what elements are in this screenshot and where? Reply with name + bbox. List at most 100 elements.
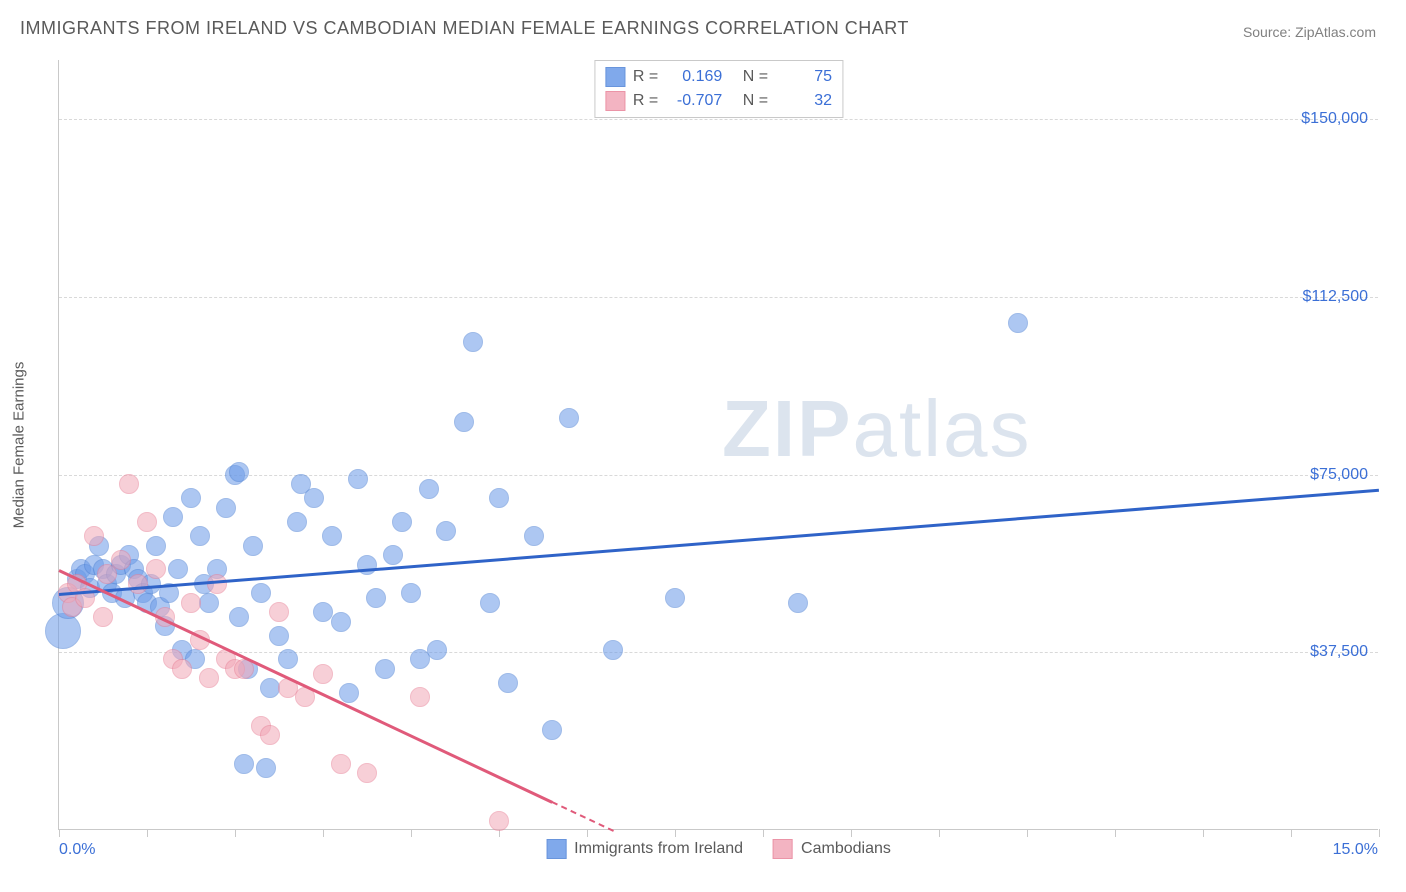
bottom-legend: Immigrants from Ireland Cambodians <box>546 839 891 859</box>
legend-label-cambodian: Cambodians <box>801 840 891 858</box>
n-value-cambodian: 32 <box>776 89 832 113</box>
data-point-cambodian <box>489 811 509 831</box>
correlation-stats-box: R = 0.169 N = 75 R = -0.707 N = 32 <box>594 60 843 118</box>
data-point-cambodian <box>128 574 148 594</box>
data-point-ireland <box>463 332 483 352</box>
source-label: Source: <box>1243 24 1291 40</box>
x-tick <box>1115 829 1116 837</box>
data-point-ireland <box>375 659 395 679</box>
r-label: R = <box>633 89 658 113</box>
swatch-cambodian <box>605 91 625 111</box>
data-point-ireland <box>229 607 249 627</box>
data-point-ireland <box>331 612 351 632</box>
gridline-horizontal <box>59 652 1378 653</box>
data-point-ireland <box>401 583 421 603</box>
data-point-ireland <box>269 626 289 646</box>
data-point-ireland <box>181 488 201 508</box>
n-label: N = <box>743 65 768 89</box>
trend-line <box>551 801 613 832</box>
x-tick <box>1379 829 1380 837</box>
data-point-ireland <box>190 526 210 546</box>
trend-line <box>58 570 552 804</box>
watermark-bold: ZIP <box>722 384 852 473</box>
data-point-ireland <box>348 469 368 489</box>
x-tick <box>939 829 940 837</box>
data-point-ireland <box>542 720 562 740</box>
legend-item-cambodian: Cambodians <box>773 839 891 859</box>
x-tick <box>147 829 148 837</box>
data-point-ireland <box>199 593 219 613</box>
data-point-cambodian <box>357 763 377 783</box>
data-point-ireland <box>454 412 474 432</box>
data-point-ireland <box>788 593 808 613</box>
data-point-ireland <box>287 512 307 532</box>
watermark-rest: atlas <box>853 384 1032 473</box>
data-point-ireland <box>603 640 623 660</box>
data-point-cambodian <box>93 607 113 627</box>
x-tick <box>851 829 852 837</box>
legend-item-ireland: Immigrants from Ireland <box>546 839 743 859</box>
data-point-cambodian <box>172 659 192 679</box>
data-point-cambodian <box>199 668 219 688</box>
x-axis-max-label: 15.0% <box>1333 841 1378 859</box>
data-point-ireland <box>243 536 263 556</box>
data-point-ireland <box>427 640 447 660</box>
data-point-cambodian <box>119 474 139 494</box>
source-value: ZipAtlas.com <box>1295 24 1376 40</box>
gridline-horizontal <box>59 475 1378 476</box>
data-point-cambodian <box>181 593 201 613</box>
data-point-ireland <box>251 583 271 603</box>
stats-row-ireland: R = 0.169 N = 75 <box>605 65 832 89</box>
data-point-cambodian <box>111 550 131 570</box>
data-point-ireland <box>480 593 500 613</box>
r-value-cambodian: -0.707 <box>666 89 722 113</box>
gridline-horizontal <box>59 119 1378 120</box>
data-point-ireland <box>524 526 544 546</box>
data-point-ireland <box>234 754 254 774</box>
data-point-ireland <box>498 673 518 693</box>
data-point-cambodian <box>269 602 289 622</box>
swatch-ireland <box>546 839 566 859</box>
data-point-ireland <box>392 512 412 532</box>
data-point-ireland <box>146 536 166 556</box>
data-point-cambodian <box>410 687 430 707</box>
data-point-ireland <box>216 498 236 518</box>
x-tick <box>235 829 236 837</box>
data-point-ireland <box>304 488 324 508</box>
data-point-ireland <box>163 507 183 527</box>
x-tick <box>59 829 60 837</box>
swatch-cambodian <box>773 839 793 859</box>
x-axis-min-label: 0.0% <box>59 841 95 859</box>
data-point-ireland <box>229 462 249 482</box>
x-tick <box>587 829 588 837</box>
data-point-ireland <box>559 408 579 428</box>
x-tick <box>675 829 676 837</box>
x-tick <box>411 829 412 837</box>
y-tick-label: $37,500 <box>1310 643 1368 661</box>
data-point-ireland <box>1008 313 1028 333</box>
data-point-ireland <box>45 613 81 649</box>
x-tick <box>763 829 764 837</box>
data-point-ireland <box>366 588 386 608</box>
source-attribution: Source: ZipAtlas.com <box>1243 24 1376 40</box>
r-value-ireland: 0.169 <box>666 65 722 89</box>
data-point-ireland <box>339 683 359 703</box>
gridline-horizontal <box>59 297 1378 298</box>
data-point-ireland <box>278 649 298 669</box>
data-point-cambodian <box>137 512 157 532</box>
legend-label-ireland: Immigrants from Ireland <box>574 840 743 858</box>
x-tick <box>1203 829 1204 837</box>
chart-title: IMMIGRANTS FROM IRELAND VS CAMBODIAN MED… <box>20 18 909 39</box>
n-label: N = <box>743 89 768 113</box>
data-point-ireland <box>436 521 456 541</box>
data-point-ireland <box>256 758 276 778</box>
y-tick-label: $75,000 <box>1310 466 1368 484</box>
x-tick <box>323 829 324 837</box>
y-tick-label: $150,000 <box>1301 110 1368 128</box>
y-axis-title: Median Female Earnings <box>11 361 28 528</box>
data-point-ireland <box>419 479 439 499</box>
data-point-cambodian <box>146 559 166 579</box>
data-point-ireland <box>489 488 509 508</box>
swatch-ireland <box>605 67 625 87</box>
data-point-ireland <box>665 588 685 608</box>
